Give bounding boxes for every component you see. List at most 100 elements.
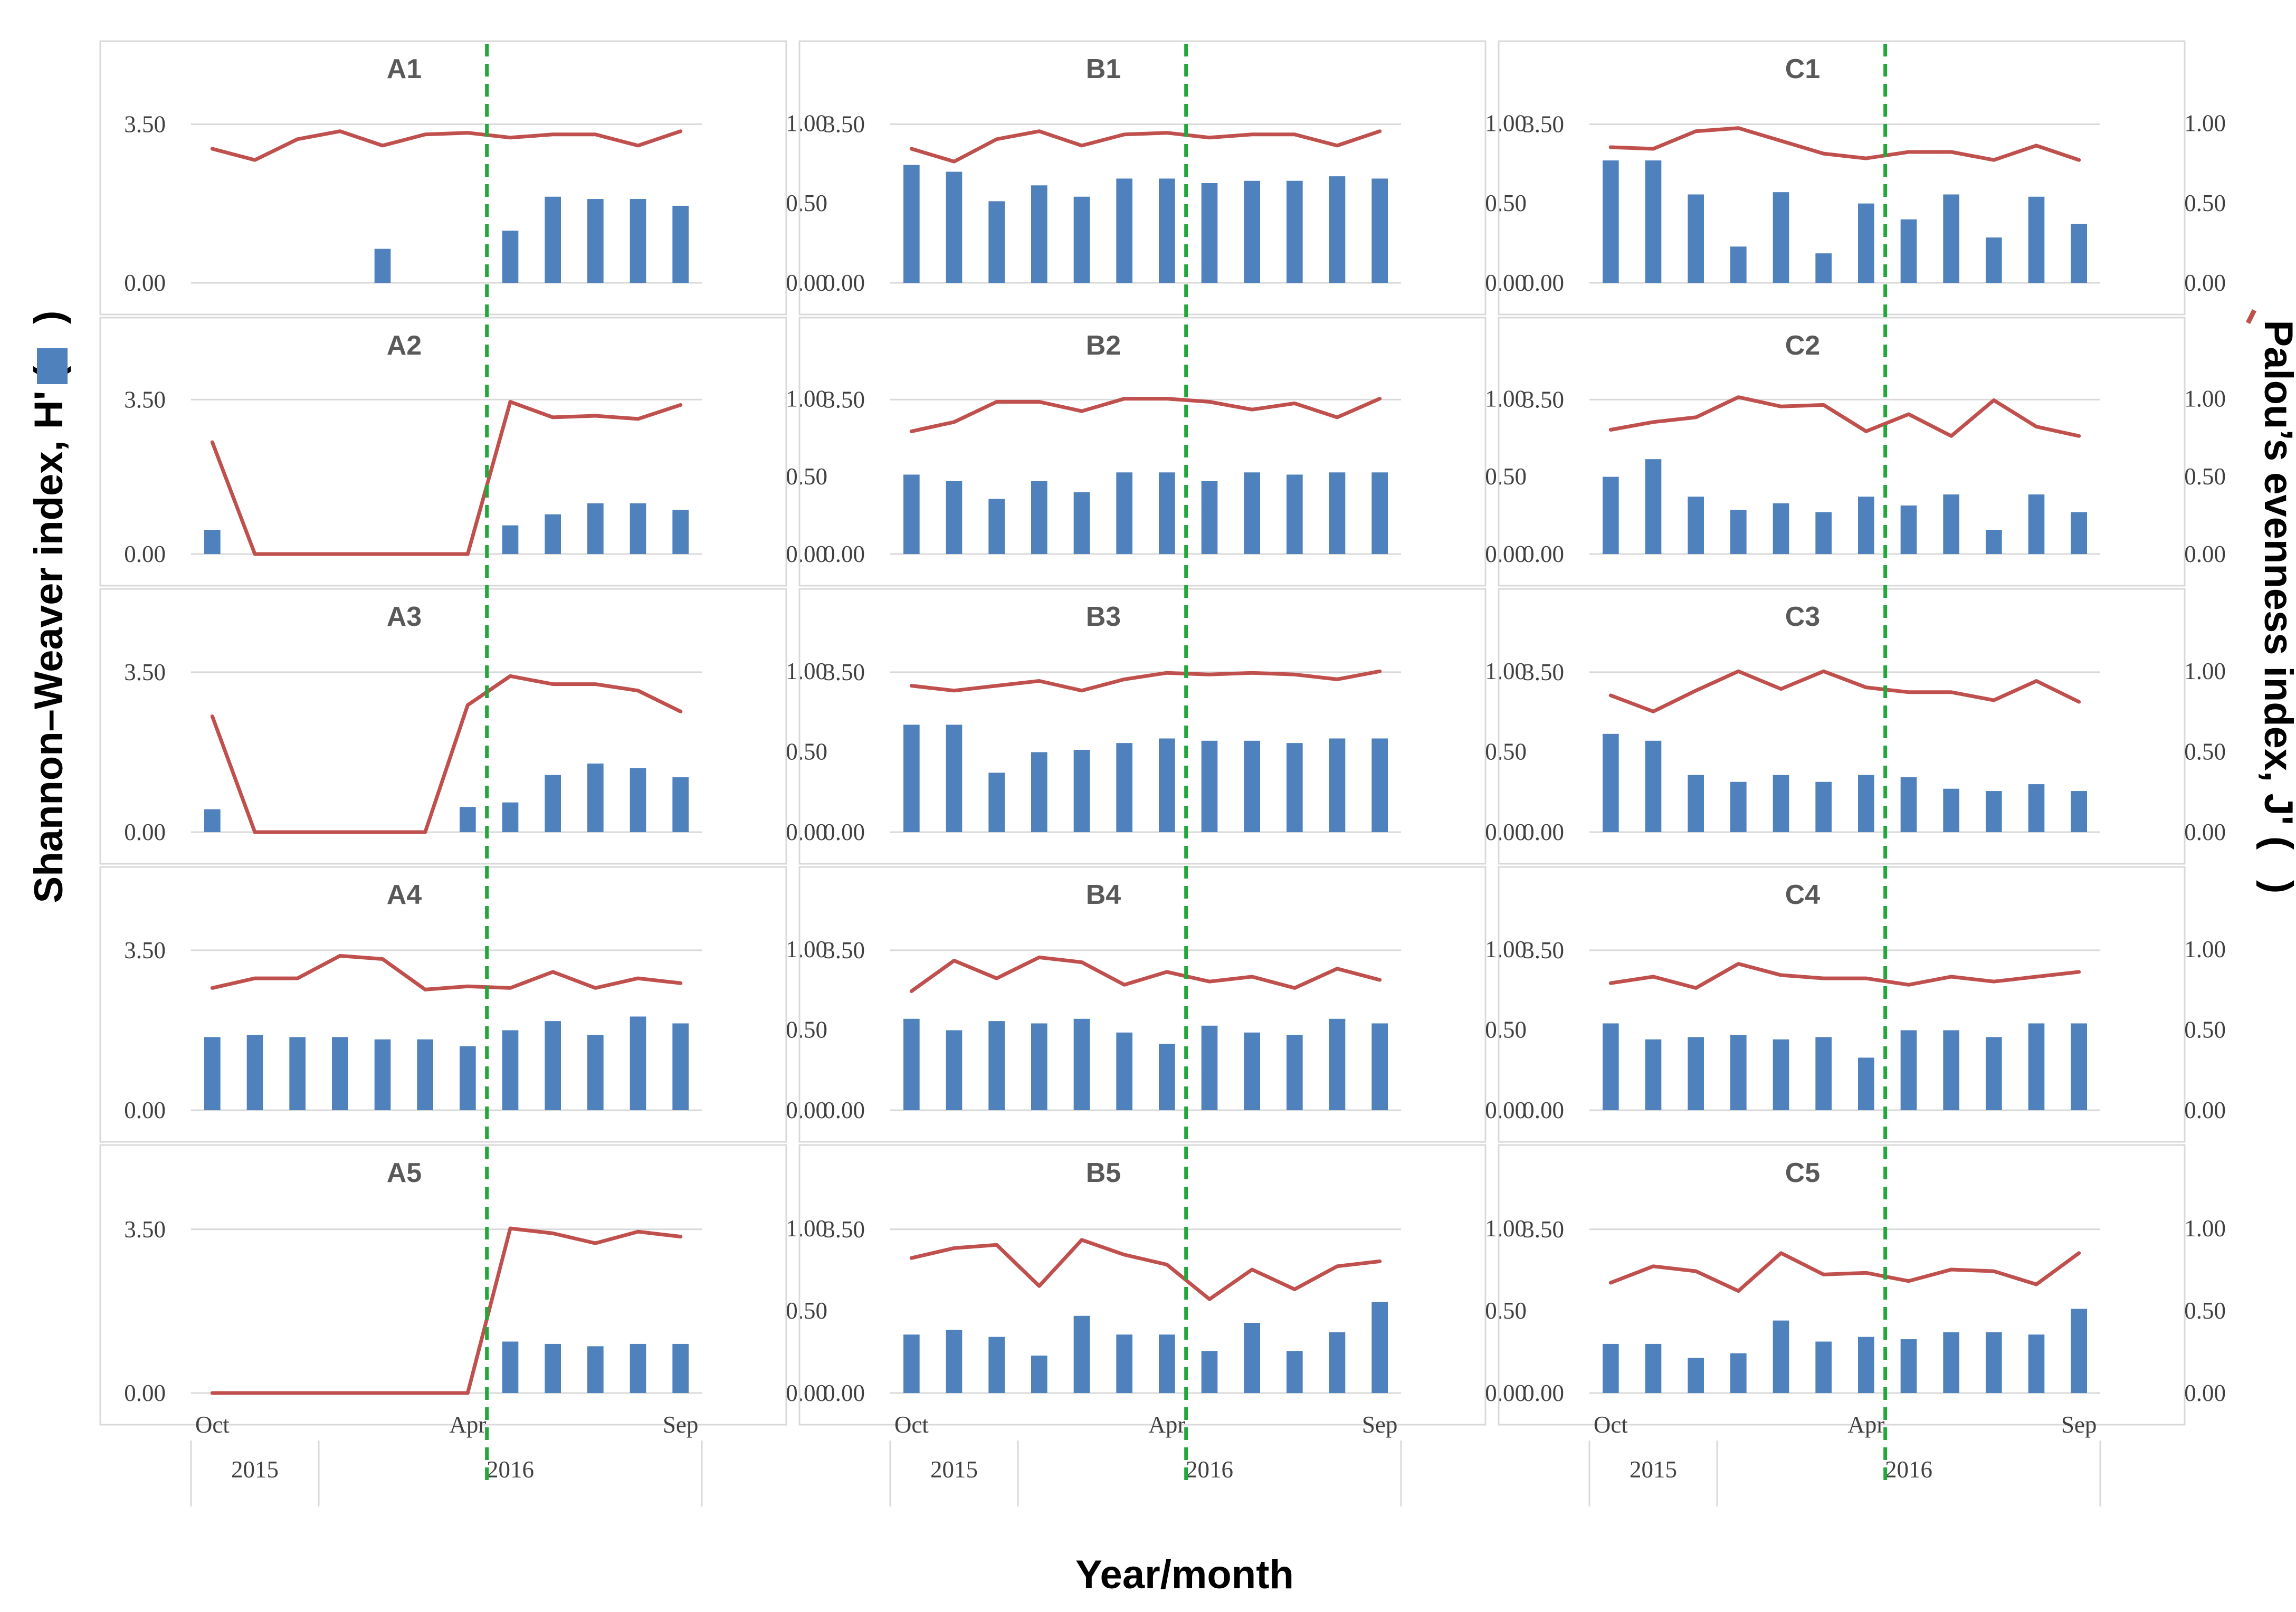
line-j	[210, 953, 683, 991]
bar-h	[246, 1035, 263, 1110]
bar-h	[502, 802, 519, 832]
bar-h	[460, 1046, 476, 1110]
bar-h	[1645, 459, 1662, 554]
bar-h	[1943, 788, 1959, 832]
panel-title: A4	[387, 880, 422, 910]
panel-frame	[1498, 40, 2186, 316]
bar-h	[2028, 1023, 2045, 1110]
left-tick-label: 3.50	[823, 386, 865, 413]
bar-h	[2071, 1309, 2087, 1393]
bar-h	[1986, 1037, 2002, 1110]
right-tick-label: 0.00	[1485, 541, 1527, 567]
right-tick-label: 1.00	[1485, 658, 1527, 684]
line-j	[1608, 1251, 2081, 1293]
bar-h	[1244, 1032, 1260, 1110]
bar-h	[1900, 505, 1917, 554]
bar-h	[2071, 791, 2087, 832]
x-tick-label: Oct	[1594, 1411, 1628, 1438]
bar-h	[2071, 512, 2087, 554]
bar-h	[587, 1035, 604, 1110]
panel-title: C4	[1785, 880, 1821, 910]
left-tick-label: 3.50	[1522, 111, 1564, 137]
bar-h	[1943, 1332, 1959, 1393]
year-label: 2015	[1630, 1456, 1677, 1483]
panel-title: B4	[1086, 880, 1121, 910]
line-j	[210, 400, 683, 556]
bar-h	[1815, 781, 1832, 832]
bar-h	[1031, 1023, 1047, 1110]
year-label: 2015	[930, 1456, 978, 1483]
bar-h	[1603, 1023, 1619, 1110]
panel-title: A3	[387, 602, 422, 632]
right-tick-label: 0.50	[2184, 190, 2226, 216]
panel-c5: C5 0.00 3.50 0.00 0.50 1.00	[1498, 1144, 2226, 1426]
right-tick-label: 0.50	[2184, 1298, 2226, 1324]
bar-h	[672, 1023, 689, 1110]
bar-h	[1371, 1023, 1388, 1110]
bar-h	[545, 775, 561, 832]
bar-h	[1371, 738, 1388, 832]
x-tick-label: Apr	[449, 1411, 486, 1438]
left-tick-label: 0.00	[1522, 270, 1564, 296]
x-tick-label: Apr	[1148, 1411, 1185, 1438]
bar-h	[1287, 743, 1303, 832]
bar-h	[903, 1018, 920, 1110]
right-tick-label: 0.50	[786, 190, 827, 216]
bar-h	[1773, 1039, 1789, 1110]
bar-h	[1329, 1332, 1346, 1393]
bar-h	[946, 481, 963, 554]
bar-h	[502, 1341, 519, 1393]
bar-h	[1730, 246, 1747, 283]
svg-text:Shannon–Weaver index, H' (): Shannon–Weaver index, H' ()	[26, 311, 71, 903]
bar-h	[1116, 472, 1132, 554]
left-tick-label: 0.00	[1522, 819, 1564, 845]
panel-title: B5	[1086, 1158, 1121, 1188]
bar-h	[1159, 738, 1175, 832]
right-tick-label: 1.00	[786, 936, 827, 962]
bar-h	[204, 809, 221, 832]
x-axis-b5: Oct Apr Sep 2015 2016	[889, 1411, 1402, 1506]
bar-h	[1073, 196, 1090, 283]
panel-a2: A2 0.00 3.50 0.00 0.50 1.00	[99, 317, 827, 587]
right-tick-label: 1.00	[2184, 110, 2226, 137]
bar-h	[1329, 176, 1346, 283]
bar-h	[332, 1037, 348, 1110]
right-tick-label: 0.50	[1485, 1017, 1527, 1043]
line-j	[1608, 962, 2081, 990]
line-j	[909, 129, 1382, 164]
bar-h	[1900, 777, 1917, 832]
bar-h	[2071, 224, 2087, 283]
right-tick-label: 0.00	[1485, 270, 1527, 296]
bar-h	[1603, 476, 1619, 554]
panel-c3: C3 0.00 3.50 0.00 0.50 1.00	[1498, 588, 2226, 865]
bar-h	[672, 205, 689, 283]
right-tick-label: 1.00	[1485, 110, 1527, 137]
bar-h	[289, 1037, 306, 1110]
right-tick-label: 0.00	[2184, 819, 2226, 845]
bar-h	[1201, 740, 1218, 832]
bar-h	[1986, 791, 2002, 832]
panel-b2: B2 0.00 3.50 0.00 0.50 1.00	[798, 317, 1527, 587]
bar-h	[1244, 740, 1260, 832]
bar-h	[1031, 752, 1047, 832]
panel-b5: B5 0.00 3.50 0.00 0.50 1.00	[798, 1144, 1527, 1426]
panel-title: B3	[1086, 602, 1121, 632]
right-tick-label: 1.00	[786, 658, 827, 684]
bar-h	[374, 249, 391, 283]
bar-h	[587, 503, 604, 554]
left-tick-label: 0.00	[124, 270, 166, 296]
bar-h	[374, 1039, 391, 1110]
bar-h	[204, 530, 221, 554]
left-tick-label: 3.50	[1522, 1216, 1564, 1243]
bar-h	[1329, 472, 1346, 554]
bar-h	[1201, 481, 1218, 554]
y-left-axis-label-group: Shannon–Weaver index, H' ()	[26, 311, 71, 903]
bar-h	[1159, 178, 1175, 283]
y-right-axis-label-group: Palou’s evenness index, J' ()	[2256, 320, 2296, 894]
panel-title: A2	[387, 330, 422, 361]
bar-h	[1371, 178, 1388, 283]
year-label: 2015	[231, 1456, 279, 1483]
bar-h	[1688, 1358, 1704, 1393]
panel-frame	[1498, 317, 2186, 587]
right-tick-label: 0.50	[786, 739, 827, 765]
